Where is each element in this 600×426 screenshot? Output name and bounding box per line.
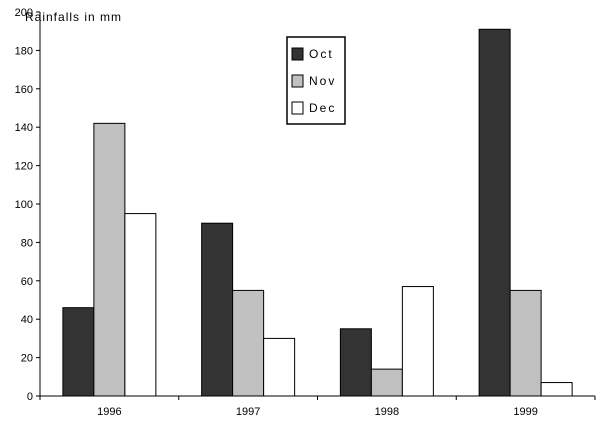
bar-dec-1997 bbox=[263, 337, 296, 397]
y-tick-label: 80 bbox=[21, 237, 33, 249]
bar-nov-1999 bbox=[509, 289, 542, 397]
bar-nov-1996 bbox=[93, 122, 126, 397]
legend-swatch-nov bbox=[291, 74, 304, 88]
x-tick-label: 1997 bbox=[236, 406, 260, 418]
y-tick-label: 160 bbox=[15, 84, 33, 96]
x-tick-label: 1996 bbox=[97, 406, 121, 418]
legend-swatch-oct bbox=[291, 47, 304, 61]
bar-dec-1998 bbox=[401, 286, 434, 397]
bar-oct-1998 bbox=[339, 328, 372, 397]
legend-label-nov: Nov bbox=[309, 74, 336, 88]
bars bbox=[62, 28, 573, 397]
chart-title: Rainfalls in mm bbox=[25, 10, 122, 24]
y-tick-label: 0 bbox=[27, 391, 33, 403]
y-tick-label: 20 bbox=[21, 353, 33, 365]
y-tick-label: 100 bbox=[15, 199, 33, 211]
legend: Oct Nov Dec bbox=[286, 36, 346, 125]
y-tick-label: 140 bbox=[15, 122, 33, 134]
legend-swatch-dec bbox=[291, 101, 304, 115]
bar-oct-1997 bbox=[201, 222, 234, 397]
y-tick-label: 40 bbox=[21, 314, 33, 326]
y-tick-label: 60 bbox=[21, 276, 33, 288]
legend-label-oct: Oct bbox=[309, 47, 334, 61]
bar-oct-1999 bbox=[478, 28, 511, 397]
y-axis: 0 20 40 60 80 100 120 140 160 180 200 bbox=[15, 7, 41, 403]
y-tick-label: 180 bbox=[15, 45, 33, 57]
bar-dec-1999 bbox=[540, 382, 573, 397]
bar-nov-1997 bbox=[232, 289, 265, 397]
x-tick-label: 1998 bbox=[375, 406, 399, 418]
bar-dec-1996 bbox=[124, 213, 157, 397]
bar-oct-1996 bbox=[62, 307, 95, 397]
y-tick-label: 120 bbox=[15, 161, 33, 173]
y-tick-label: 200 bbox=[15, 7, 33, 19]
x-axis: 1996 1997 1998 1999 bbox=[39, 395, 596, 418]
x-tick-label: 1999 bbox=[513, 406, 537, 418]
legend-label-dec: Dec bbox=[309, 101, 336, 115]
bar-nov-1998 bbox=[370, 368, 403, 397]
